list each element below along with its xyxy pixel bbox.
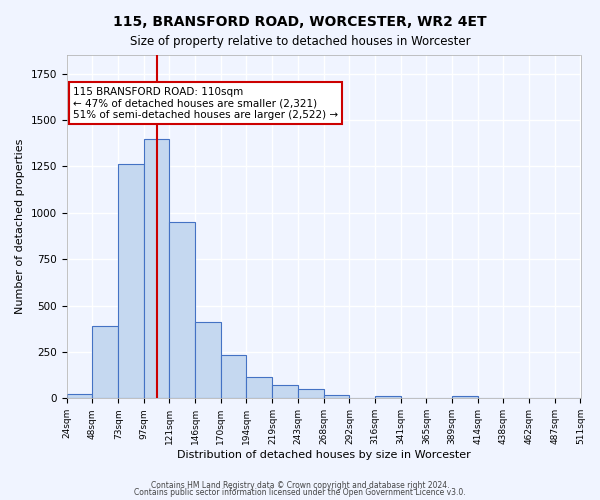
Bar — [196, 322, 221, 398]
Text: 115, BRANSFORD ROAD, WORCESTER, WR2 4ET: 115, BRANSFORD ROAD, WORCESTER, WR2 4ET — [113, 15, 487, 29]
Bar — [452, 396, 478, 398]
Bar — [67, 394, 92, 398]
Bar — [169, 222, 196, 398]
Bar — [272, 386, 298, 398]
X-axis label: Distribution of detached houses by size in Worcester: Distribution of detached houses by size … — [177, 450, 470, 460]
Bar — [375, 396, 401, 398]
Text: Contains public sector information licensed under the Open Government Licence v3: Contains public sector information licen… — [134, 488, 466, 497]
Bar — [118, 164, 143, 398]
Text: Size of property relative to detached houses in Worcester: Size of property relative to detached ho… — [130, 35, 470, 48]
Bar — [92, 326, 118, 398]
Text: Contains HM Land Registry data © Crown copyright and database right 2024.: Contains HM Land Registry data © Crown c… — [151, 480, 449, 490]
Bar — [246, 377, 272, 398]
Bar — [221, 354, 246, 399]
Bar — [324, 394, 349, 398]
Bar — [143, 138, 169, 398]
Y-axis label: Number of detached properties: Number of detached properties — [15, 139, 25, 314]
Bar — [298, 390, 324, 398]
Text: 115 BRANSFORD ROAD: 110sqm
← 47% of detached houses are smaller (2,321)
51% of s: 115 BRANSFORD ROAD: 110sqm ← 47% of deta… — [73, 86, 338, 120]
